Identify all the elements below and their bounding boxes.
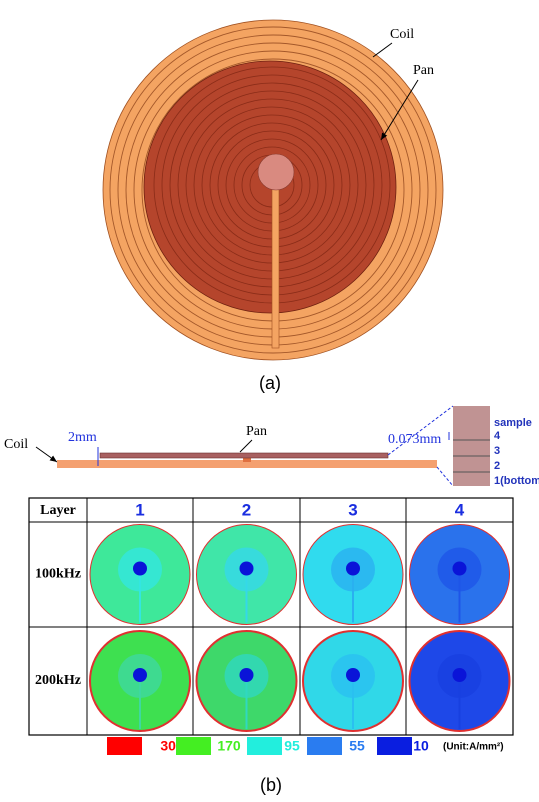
side-coil-label: Coil xyxy=(4,437,28,452)
legend-swatch xyxy=(247,737,282,755)
caption-a: (a) xyxy=(259,373,281,393)
coil-top-view xyxy=(103,20,443,360)
layer-header: 3 xyxy=(348,500,357,519)
layer-label: 1(bottom) xyxy=(494,475,539,487)
coil-label: Coil xyxy=(390,27,414,42)
center-pad xyxy=(258,154,294,190)
sample-label: sample xyxy=(494,417,532,429)
gap-label: 2mm xyxy=(68,430,97,445)
density-hotspot xyxy=(346,668,360,682)
layer-label: 3 xyxy=(494,445,500,457)
feed-trace xyxy=(139,681,141,729)
density-hotspot xyxy=(240,668,254,682)
density-hotspot xyxy=(453,668,467,682)
feed-trace xyxy=(352,681,354,729)
legend-swatch xyxy=(107,737,142,755)
results-table: Layer 1 2 3 4 100kHz 200kHz xyxy=(29,498,513,735)
row-label: 100kHz xyxy=(35,567,81,582)
side-pan-label: Pan xyxy=(246,424,267,439)
feed-trace xyxy=(459,681,461,729)
layer-label: 4 xyxy=(494,430,501,442)
header-label: Layer xyxy=(40,503,76,518)
legend-swatch xyxy=(377,737,412,755)
side-pan-pointer xyxy=(240,440,252,452)
thickness-label: 0.073mm xyxy=(388,432,441,447)
legend-value: 95 xyxy=(284,738,300,754)
legend-value: 55 xyxy=(349,738,365,754)
density-hotspot xyxy=(346,562,360,576)
side-pan xyxy=(100,453,388,458)
layer-header: 1 xyxy=(135,500,144,519)
legend-swatch xyxy=(176,737,211,755)
sample-block xyxy=(453,406,490,486)
row-label: 200kHz xyxy=(35,673,81,688)
density-hotspot xyxy=(453,562,467,576)
feed-trace xyxy=(352,575,354,623)
legend-value: 170 xyxy=(217,738,241,754)
feed-trace xyxy=(246,681,248,729)
layer-header: 2 xyxy=(242,500,251,519)
legend-swatch xyxy=(307,737,342,755)
figure: Coil Pan (a) Coil Pan 2mm 0.073mm sample… xyxy=(0,0,539,802)
feed-trace xyxy=(459,575,461,623)
layer-label: 2 xyxy=(494,460,500,472)
coil-pointer xyxy=(373,43,392,57)
zoom-line xyxy=(388,406,453,455)
density-hotspot xyxy=(133,562,147,576)
feed-trace xyxy=(246,575,248,623)
density-hotspot xyxy=(240,562,254,576)
layer-header: 4 xyxy=(455,500,465,519)
feed-trace xyxy=(139,575,141,623)
caption-b: (b) xyxy=(260,775,282,795)
density-hotspot xyxy=(133,668,147,682)
side-coil-pointer xyxy=(36,447,57,462)
legend-value: 10 xyxy=(413,738,429,754)
legend-unit: (Unit:A/mm²) xyxy=(443,742,504,753)
zoom-line xyxy=(437,467,453,486)
feed-line xyxy=(272,175,279,348)
pan-label: Pan xyxy=(413,63,434,78)
